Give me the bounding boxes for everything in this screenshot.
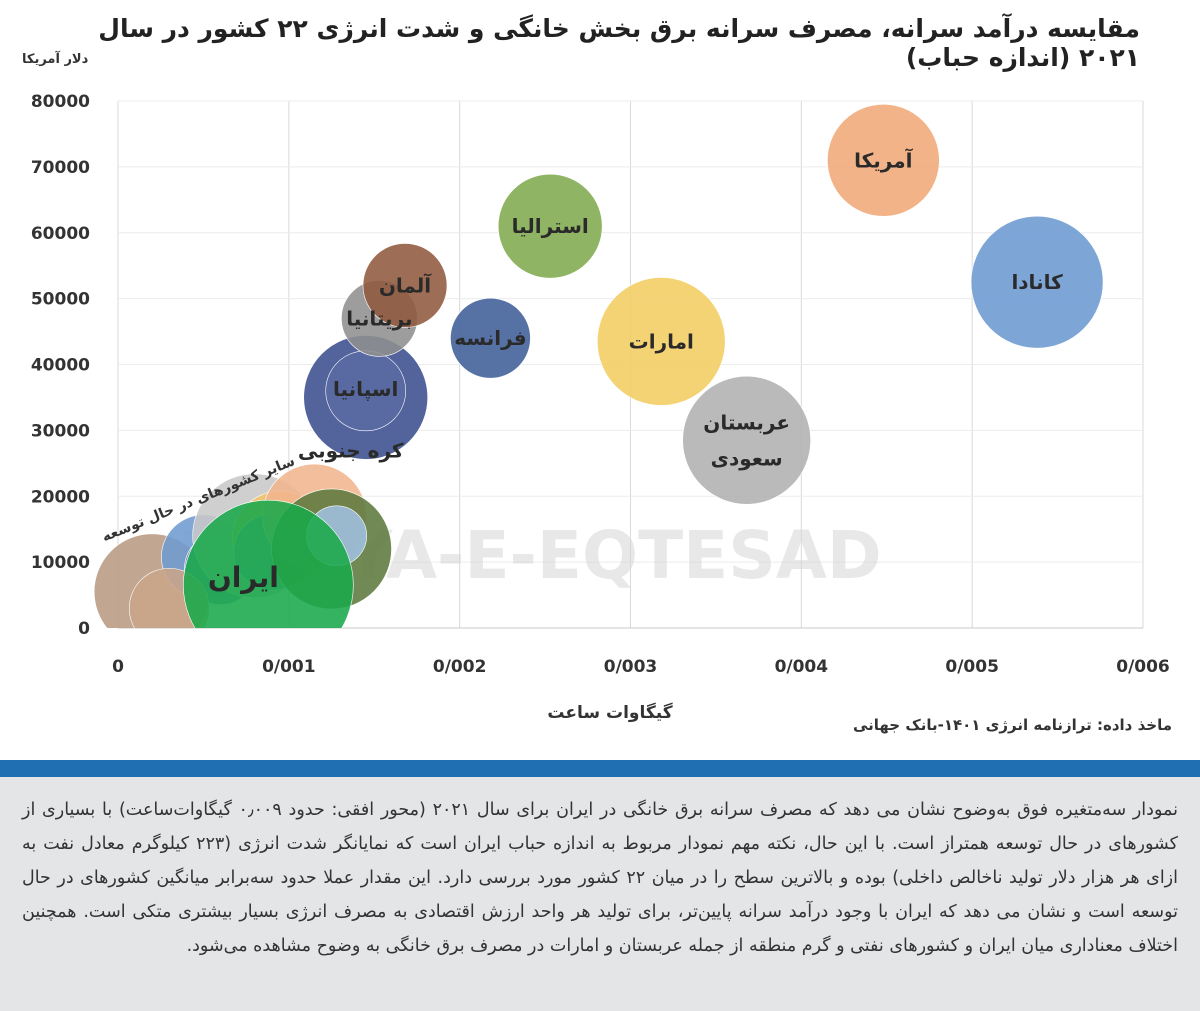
- y-tick-label: 20000: [31, 487, 90, 507]
- bubble-label: امارات: [629, 329, 694, 353]
- bubble-label: سعودی: [711, 446, 783, 470]
- description-text: نمودار سه‌متغیره فوق به‌وضوح نشان می دهد…: [22, 800, 1178, 956]
- bubble-label: کره جنوبی: [298, 438, 404, 462]
- bubble-label: اسپانیا: [333, 377, 398, 402]
- bubble-عربستان سعودی: [682, 375, 811, 505]
- y-tick-label: 80000: [31, 92, 90, 112]
- x-tick-label: 0/001: [262, 657, 316, 677]
- bubble-آلمان: [362, 243, 448, 328]
- bubble-label: بریتانیا: [346, 306, 412, 330]
- bubble-label: آمریکا: [854, 147, 913, 172]
- bubble-label: استرالیا: [512, 214, 589, 238]
- x-tick-label: 0/006: [1116, 657, 1170, 677]
- y-tick-label: 50000: [31, 290, 90, 310]
- x-tick-label: 0/005: [945, 657, 999, 677]
- bubble-label: فرانسه: [454, 326, 526, 350]
- bubble-label: آلمان: [379, 272, 432, 297]
- x-tick-label: 0/004: [775, 657, 829, 677]
- y-tick-label: 40000: [31, 356, 90, 376]
- y-tick-label: 0: [78, 619, 90, 639]
- accent-divider: [0, 760, 1200, 777]
- bubble-استرالیا: [497, 173, 603, 279]
- bubble-labels: ایران کره جنوبی اسپانیا بریتانیا آلمان فرانسه…: [208, 147, 1063, 594]
- bubble-فرانسه: [450, 297, 531, 379]
- x-axis-label: گیگاوات ساعت: [547, 703, 673, 723]
- x-tick-label: 0/002: [433, 657, 487, 677]
- grid-lines: [117, 100, 1144, 629]
- chart-title: مقایسه درآمد سرانه، مصرف سرانه برق بخش خ…: [98, 14, 1140, 72]
- bubble-label: کانادا: [1011, 270, 1063, 294]
- y-tick-label: 10000: [31, 553, 90, 573]
- y-tick-label: 30000: [31, 421, 90, 441]
- bubble-امارات: [596, 277, 726, 406]
- bubble-ایران: [183, 499, 354, 628]
- bubble-label: ایران: [208, 561, 279, 594]
- bubbles: [93, 103, 1104, 628]
- x-tick-label: 0: [112, 657, 124, 677]
- axis-tick-labels: 0 0/001 0/002 0/003 0/004 0/005 0/006 0 10000 200…: [31, 92, 1170, 677]
- bubble-کانادا: [970, 215, 1104, 349]
- y-tick-label: 70000: [31, 158, 90, 178]
- x-tick-label: 0/003: [604, 657, 658, 677]
- y-tick-label: 60000: [31, 224, 90, 244]
- y-axis-unit-label: دلار آمریکا: [22, 52, 89, 67]
- bubble-آمریکا: [827, 103, 940, 217]
- description-box: نمودار سه‌متغیره فوق به‌وضوح نشان می دهد…: [0, 777, 1200, 1011]
- source-note: ماخذ داده: ترازنامه انرژی ۱۴۰۱-بانک جهان…: [852, 716, 1172, 734]
- bubble-label: عربستان: [703, 410, 790, 434]
